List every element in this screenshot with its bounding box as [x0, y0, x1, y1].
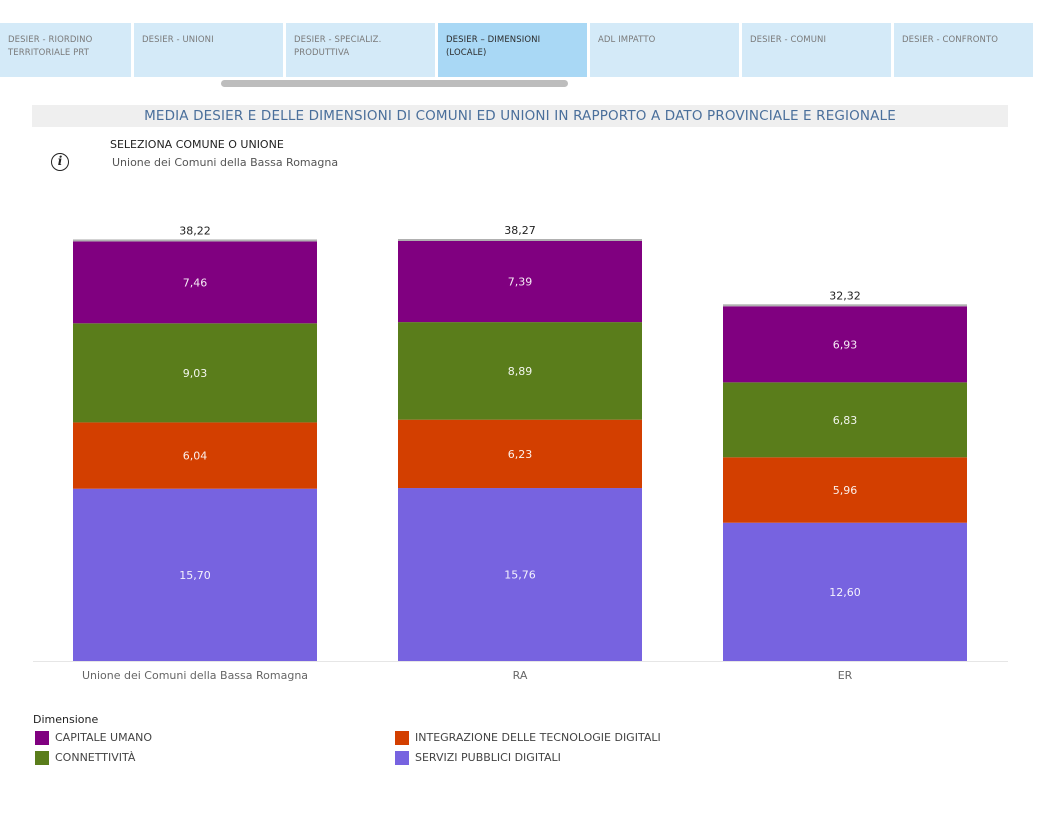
- total-label: 38,22: [179, 224, 211, 237]
- tab-comuni[interactable]: DESIER - COMUNI: [742, 23, 891, 77]
- legend-title: Dimensione: [33, 713, 99, 726]
- data-label: 7,39: [508, 276, 533, 289]
- legend-label: CONNETTIVITÀ: [55, 751, 136, 764]
- legend-swatch: [395, 731, 409, 745]
- data-label: 6,23: [508, 448, 533, 461]
- data-label: 6,83: [833, 414, 858, 427]
- tab-unioni[interactable]: DESIER - UNIONI: [134, 23, 283, 77]
- dashboard-title: MEDIA DESIER E DELLE DIMENSIONI DI COMUN…: [32, 105, 1008, 127]
- data-label: 7,46: [183, 276, 208, 289]
- category-label: Unione dei Comuni della Bassa Romagna: [82, 669, 308, 682]
- dashboard-tabs: DESIER - RIORDINO TERRITORIALE PRT DESIE…: [0, 23, 1033, 77]
- legend-item-capitale-umano[interactable]: CAPITALE UMANO: [35, 731, 152, 745]
- bar-segment: [398, 419, 642, 489]
- bar-segment: [723, 522, 967, 661]
- data-label: 12,60: [829, 586, 861, 599]
- data-label: 8,89: [508, 365, 533, 378]
- data-label: 15,76: [504, 569, 536, 582]
- bar-segment: [723, 382, 967, 458]
- legend-item-servizi-pubblici[interactable]: SERVIZI PUBBLICI DIGITALI: [395, 751, 561, 765]
- info-circle-icon[interactable]: i: [51, 153, 69, 171]
- data-label: 6,04: [183, 450, 208, 463]
- legend-item-connettivita[interactable]: CONNETTIVITÀ: [35, 751, 135, 765]
- legend-swatch: [395, 751, 409, 765]
- data-label: 9,03: [183, 367, 208, 380]
- selector-label: SELEZIONA COMUNE O UNIONE: [110, 138, 284, 151]
- bar-segment: [398, 241, 642, 323]
- tab-specializ-produttiva[interactable]: DESIER - SPECIALIZ. PRODUTTIVA: [286, 23, 435, 77]
- tab-riordino-territoriale[interactable]: DESIER - RIORDINO TERRITORIALE PRT: [0, 23, 131, 77]
- bar-segment: [73, 323, 317, 423]
- tab-dimensioni-locale[interactable]: DESIER – DIMENSIONI (LOCALE): [438, 23, 587, 77]
- bar-segment: [73, 488, 317, 661]
- legend-label: SERVIZI PUBBLICI DIGITALI: [415, 751, 561, 764]
- stacked-bar-chart: 15,70 6,04 9,03 7,46 38,22 Unione dei Comuni …: [33, 224, 1008, 682]
- category-label: RA: [513, 669, 528, 682]
- bar-segment: [723, 457, 967, 523]
- selector-value[interactable]: Unione dei Comuni della Bassa Romagna: [112, 156, 339, 169]
- data-label: 15,70: [179, 569, 211, 582]
- total-marker: [723, 304, 967, 307]
- bar-segment: [398, 488, 642, 661]
- bar-segment: [73, 422, 317, 489]
- total-marker: [398, 239, 642, 241]
- legend-swatch: [35, 731, 49, 745]
- data-label: 5,96: [833, 484, 858, 497]
- bar-segment: [398, 322, 642, 420]
- data-label: 6,93: [833, 338, 858, 351]
- bar-segment: [73, 241, 317, 324]
- bar-segment: [723, 306, 967, 383]
- total-marker: [73, 239, 317, 242]
- total-label: 38,27: [504, 224, 536, 237]
- category-label: ER: [838, 669, 853, 682]
- legend-label: CAPITALE UMANO: [55, 731, 153, 744]
- legend-item-integrazione[interactable]: INTEGRAZIONE DELLE TECNOLOGIE DIGITALI: [395, 731, 661, 745]
- total-label: 32,32: [829, 289, 861, 302]
- tab-adl-impatto[interactable]: ADL IMPATTO: [590, 23, 739, 77]
- legend-swatch: [35, 751, 49, 765]
- tabs-scrollbar[interactable]: [221, 80, 568, 87]
- legend-label: INTEGRAZIONE DELLE TECNOLOGIE DIGITALI: [415, 731, 661, 744]
- tab-confronto[interactable]: DESIER - CONFRONTO: [894, 23, 1033, 77]
